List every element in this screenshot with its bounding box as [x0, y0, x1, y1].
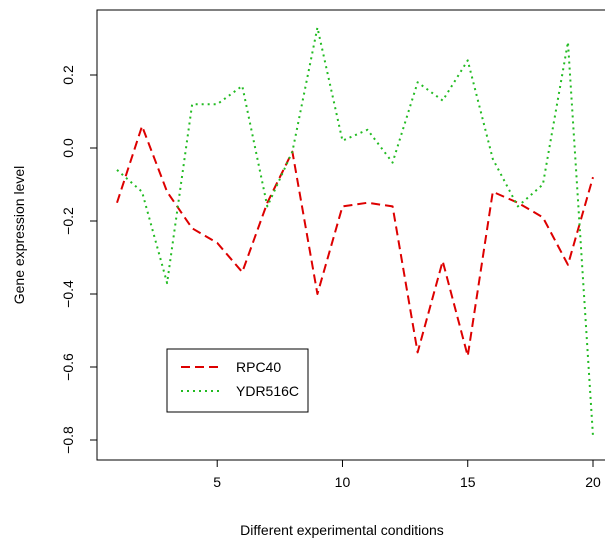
legend-box — [166, 348, 309, 413]
x-tick-label: 5 — [213, 474, 221, 490]
y-tick-label: −0.4 — [60, 280, 76, 308]
series-line-ydr516c — [116, 26, 594, 437]
y-axis: −0.8 −0.6 −0.4 −0.2 0.0 0.2 — [60, 65, 98, 454]
x-tick-label: 20 — [585, 474, 601, 490]
x-tick-label: 15 — [460, 474, 476, 490]
y-axis-title: Gene expression level — [11, 166, 27, 305]
y-tick-label: −0.2 — [60, 207, 76, 235]
y-tick-label: −0.8 — [60, 426, 76, 454]
x-axis: 5 10 15 20 — [213, 459, 601, 490]
x-tick-label: 10 — [335, 474, 351, 490]
legend-label-ydr516c: YDR516C — [236, 383, 299, 399]
x-axis-title: Different experimental conditions — [240, 522, 444, 538]
legend: RPC40 YDR516C — [166, 348, 309, 413]
y-tick-label: −0.6 — [60, 353, 76, 381]
legend-label-rpc40: RPC40 — [236, 359, 281, 375]
plot-frame — [96, 9, 605, 461]
series-line-rpc40 — [116, 125, 594, 358]
series-layer — [116, 26, 594, 437]
y-tick-label: 0.0 — [60, 138, 76, 158]
y-tick-label: 0.2 — [60, 65, 76, 85]
